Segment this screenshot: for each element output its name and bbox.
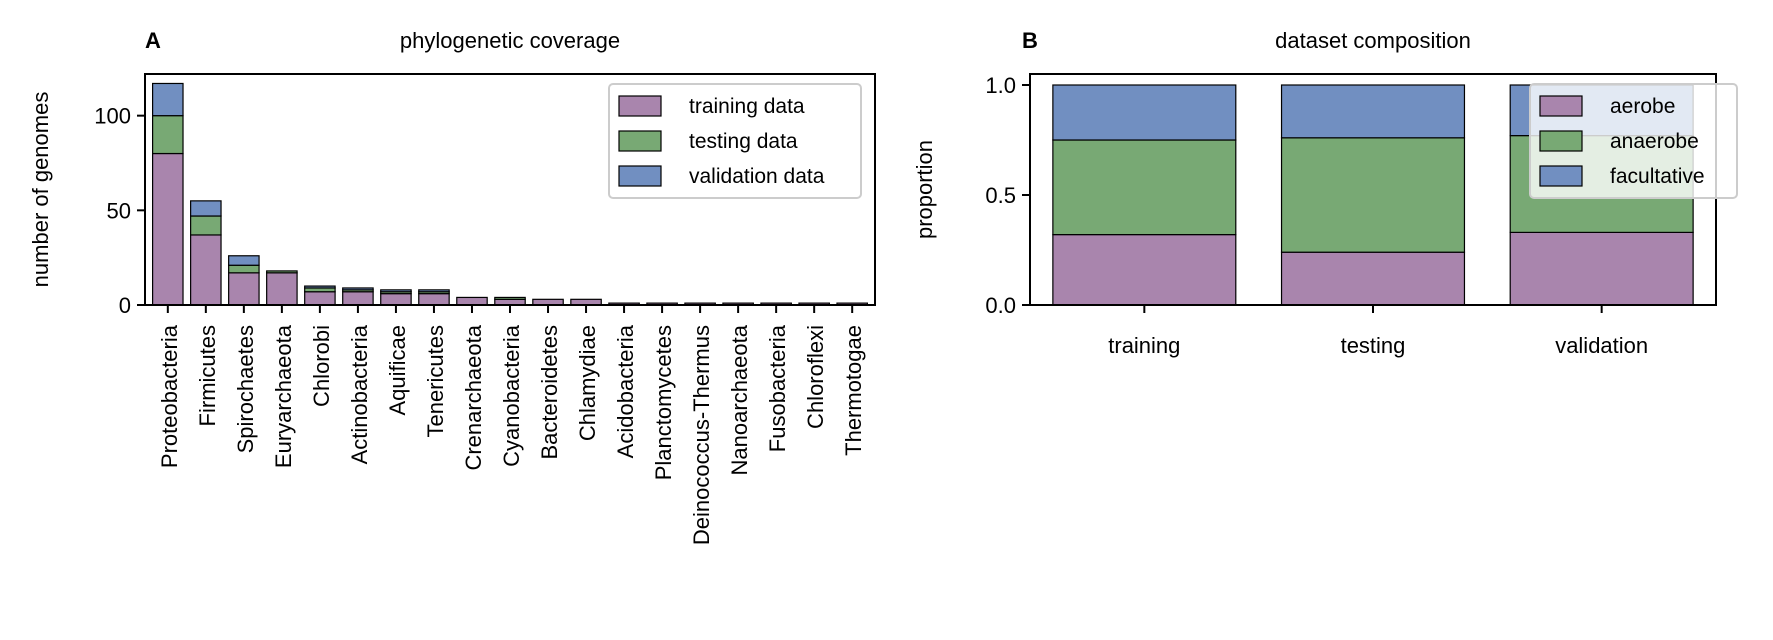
panel-0-xtick-label-14: Deinococcus-Thermus bbox=[689, 325, 714, 545]
panel-1-letter: B bbox=[1022, 28, 1038, 53]
panel-0-title: phylogenetic coverage bbox=[400, 28, 620, 53]
panel-0-legend-box bbox=[608, 83, 862, 199]
panel-0-xtick-label-9: Cyanobacteria bbox=[499, 324, 524, 467]
panel-0-bar-Euryarchaeota-testing-data bbox=[266, 270, 298, 274]
panel-0-bar-Chlorobi-training-data bbox=[304, 291, 336, 306]
panel-0-legend-swatch-0 bbox=[618, 95, 662, 117]
panel-0-legend-label-2: validation data bbox=[689, 165, 825, 188]
panel-0-bar-Crenarchaeota-training-data bbox=[456, 296, 488, 306]
panel-0-xtick-label-15: Nanoarchaeota bbox=[727, 324, 752, 475]
panel-0-xtick-label-13: Planctomycetes bbox=[651, 325, 676, 480]
panel-0-bar-Actinobacteria-validation-data bbox=[342, 287, 374, 291]
panel-1-legend-label-1: anaerobe bbox=[1610, 130, 1699, 153]
panel-0-bar-Aquificae-validation-data bbox=[380, 289, 412, 293]
panel-1-legend-swatch-0 bbox=[1539, 95, 1583, 117]
panel-0-bar-Firmicutes-validation-data bbox=[190, 200, 222, 217]
panel-0-xtick-label-0: Proteobacteria bbox=[157, 324, 182, 468]
panel-1-xtick-label-1: testing bbox=[1341, 333, 1406, 358]
panel-0-xtick-label-10: Bacteroidetes bbox=[537, 325, 562, 460]
panel-1-title: dataset composition bbox=[1275, 28, 1471, 53]
panel-0-bar-Proteobacteria-training-data bbox=[152, 152, 184, 306]
panel-0-bar-Cyanobacteria-testing-data bbox=[494, 296, 526, 300]
panel-0-bar-Proteobacteria-testing-data bbox=[152, 115, 184, 155]
panel-1-ytick-label-1: 0.5 bbox=[985, 183, 1016, 208]
panel-0-ylabel: number of genomes bbox=[28, 92, 53, 288]
panel-0-legend-swatch-2 bbox=[618, 165, 662, 187]
panel-0-bar-Tenericutes-validation-data bbox=[418, 289, 450, 293]
panel-0-xtick-label-2: Spirochaetes bbox=[233, 325, 258, 453]
panel-0-xtick-label-3: Euryarchaeota bbox=[271, 324, 296, 468]
panel-0-xtick-label-11: Chlamydiae bbox=[575, 325, 600, 441]
panel-1-bar-training-aerobe bbox=[1052, 234, 1237, 306]
panel-1-xtick-label-0: training bbox=[1108, 333, 1180, 358]
panel-1-ytick-label-2: 1.0 bbox=[985, 73, 1016, 98]
panel-0-bar-Firmicutes-testing-data bbox=[190, 215, 222, 236]
panel-0-bar-Proteobacteria-validation-data bbox=[152, 82, 184, 117]
panel-0-xtick-label-12: Acidobacteria bbox=[613, 324, 638, 458]
panel-1-legend-label-2: facultative bbox=[1610, 165, 1705, 188]
panel-1-bar-testing-anaerobe bbox=[1280, 137, 1466, 253]
panel-0-bar-Chlorobi-validation-data bbox=[304, 285, 336, 289]
panel-0-bar-Spirochaetes-validation-data bbox=[228, 255, 260, 266]
panel-0-xtick-label-16: Fusobacteria bbox=[765, 324, 790, 452]
panel-0-ytick-label-0: 0 bbox=[119, 293, 131, 318]
panel-1-ylabel: proportion bbox=[912, 140, 937, 239]
panel-1-legend-label-0: aerobe bbox=[1610, 95, 1675, 118]
panel-0-bar-Euryarchaeota-training-data bbox=[266, 272, 298, 306]
panel-0-xtick-label-5: Actinobacteria bbox=[347, 324, 372, 464]
panel-0-xtick-label-6: Aquificae bbox=[385, 325, 410, 416]
panel-0-bar-Spirochaetes-testing-data bbox=[228, 264, 260, 274]
panel-0-bar-Aquificae-training-data bbox=[380, 293, 412, 306]
panel-1-bar-testing-aerobe bbox=[1280, 251, 1466, 306]
panel-1-xtick-label-2: validation bbox=[1555, 333, 1648, 358]
panel-1-bar-testing-facultative bbox=[1280, 84, 1466, 139]
panel-0-bar-Firmicutes-training-data bbox=[190, 234, 222, 306]
panel-0-legend-label-1: testing data bbox=[689, 130, 798, 153]
panel-1-bar-validation-aerobe bbox=[1509, 231, 1694, 306]
panel-0-xtick-label-4: Chlorobi bbox=[309, 325, 334, 407]
panel-0-legend-label-0: training data bbox=[689, 95, 805, 118]
panel-0-bar-Actinobacteria-training-data bbox=[342, 291, 374, 306]
panel-0-legend-swatch-1 bbox=[618, 130, 662, 152]
panel-1-bar-training-facultative bbox=[1052, 84, 1237, 141]
panel-1-ytick-label-0: 0.0 bbox=[985, 293, 1016, 318]
panel-1-bar-training-anaerobe bbox=[1052, 139, 1237, 236]
panel-0-xtick-label-7: Tenericutes bbox=[423, 325, 448, 438]
panel-0-bar-Spirochaetes-training-data bbox=[228, 272, 260, 306]
panel-0-xtick-label-1: Firmicutes bbox=[195, 325, 220, 426]
panel-0-letter: A bbox=[145, 28, 161, 53]
panel-1-legend-swatch-1 bbox=[1539, 130, 1583, 152]
panel-0-ytick-label-2: 100 bbox=[94, 104, 131, 129]
panel-0-bar-Tenericutes-training-data bbox=[418, 293, 450, 306]
panel-0-xtick-label-17: Chloroflexi bbox=[803, 325, 828, 429]
panel-0-xtick-label-18: Thermotogae bbox=[841, 325, 866, 456]
panel-1-legend-swatch-2 bbox=[1539, 165, 1583, 187]
panel-0-xtick-label-8: Crenarchaeota bbox=[461, 324, 486, 470]
panel-0-ytick-label-1: 50 bbox=[107, 198, 131, 223]
